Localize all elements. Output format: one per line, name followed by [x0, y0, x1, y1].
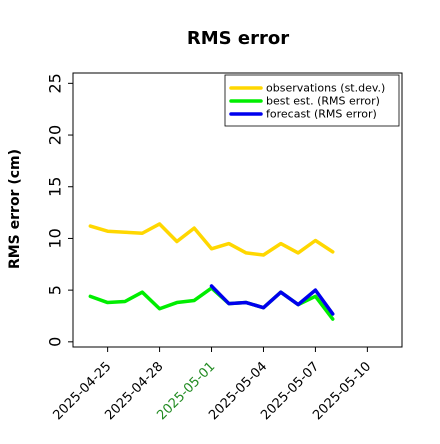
legend-label: observations (st.dev.): [266, 82, 385, 95]
y-tick-label: 20: [46, 125, 65, 145]
legend-label: forecast (RMS error): [266, 108, 377, 121]
chart-title: RMS error: [187, 28, 289, 49]
y-tick-label: 15: [46, 177, 65, 197]
y-tick-label: 5: [46, 285, 65, 295]
series-layer: [88, 222, 335, 321]
y-tick-label: 10: [46, 228, 65, 248]
legend-label: best est. (RMS error): [266, 95, 380, 108]
plot-area-frame: [72, 72, 403, 348]
series-line: [88, 222, 335, 257]
y-tick-label: 0: [46, 337, 65, 347]
y-tick-label: 25: [46, 73, 65, 93]
series-line: [209, 284, 335, 316]
x-axis: 2025-04-252025-04-282025-05-012025-05-04…: [50, 347, 374, 423]
legend: observations (st.dev.)best est. (RMS err…: [224, 74, 400, 127]
y-axis: 0 5 10 15 20 25: [46, 73, 73, 347]
y-axis-label: RMS error (cm): [7, 149, 23, 269]
